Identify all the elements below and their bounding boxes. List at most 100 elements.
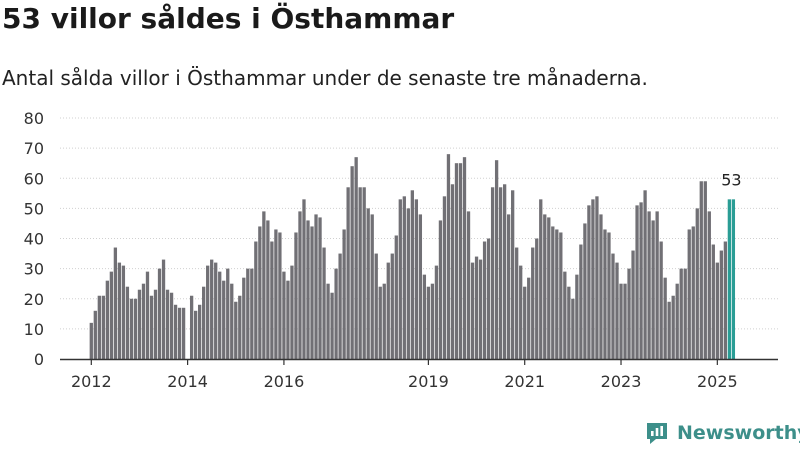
- bar: [563, 271, 567, 359]
- bar: [334, 268, 338, 359]
- bar: [619, 283, 623, 359]
- bar: [278, 232, 282, 359]
- bar: [238, 295, 242, 359]
- bar: [727, 199, 732, 359]
- bar: [117, 262, 122, 359]
- bar: [551, 226, 555, 359]
- bar: [346, 187, 350, 359]
- y-tick-label: 70: [24, 139, 44, 158]
- bar: [723, 241, 728, 359]
- y-tick-label: 60: [24, 169, 44, 188]
- bar: [715, 262, 719, 359]
- data-label: 53: [721, 170, 741, 189]
- bar: [145, 271, 150, 359]
- bar: [153, 289, 158, 359]
- bar: [386, 262, 390, 359]
- y-tick-label: 0: [34, 350, 44, 369]
- bar: [707, 211, 711, 359]
- bar: [181, 307, 186, 359]
- bar: [470, 262, 475, 359]
- page-title: 53 villor såldes i Östhammar: [2, 2, 455, 35]
- bar: [113, 247, 118, 359]
- bar: [105, 280, 110, 359]
- bar: [515, 247, 519, 359]
- bar: [631, 250, 635, 359]
- bar: [490, 187, 495, 359]
- bar: [302, 199, 306, 359]
- bar: [318, 217, 322, 359]
- bar: [206, 265, 210, 359]
- bar: [454, 163, 459, 359]
- bar: [607, 232, 611, 359]
- bar: [531, 247, 535, 359]
- bar: [555, 229, 559, 359]
- newsworthy-logo-icon: [647, 423, 667, 444]
- bar: [547, 217, 551, 359]
- bar: [478, 259, 483, 359]
- brand: Newsworthy: [644, 420, 800, 446]
- bar: [133, 298, 138, 359]
- x-tick-label: 2023: [601, 372, 642, 391]
- bar: [603, 229, 607, 359]
- bar: [414, 199, 419, 359]
- bar: [667, 301, 671, 359]
- bar: [410, 190, 414, 359]
- bar: [466, 211, 471, 359]
- brand-name: Newsworthy: [677, 422, 800, 444]
- bar: [390, 253, 394, 359]
- bar: [691, 226, 695, 359]
- bar: [458, 163, 463, 359]
- bar: [623, 283, 627, 359]
- bar: [462, 157, 467, 359]
- bar: [177, 307, 182, 359]
- bar: [418, 214, 423, 359]
- bar: [486, 238, 491, 359]
- bar: [266, 220, 270, 359]
- bar: [426, 286, 431, 359]
- bar: [210, 259, 214, 359]
- bar: [141, 283, 146, 359]
- bar: [394, 235, 398, 359]
- bar: [627, 268, 631, 359]
- bar: [699, 181, 703, 359]
- bar: [310, 226, 314, 359]
- bar: [193, 310, 198, 359]
- bar: [378, 286, 382, 359]
- bar: [274, 229, 278, 359]
- bar: [173, 304, 178, 359]
- bar: [406, 208, 410, 359]
- bar: [358, 187, 362, 359]
- y-tick-label: 40: [24, 230, 44, 249]
- bar: [286, 280, 290, 359]
- y-tick-label: 50: [24, 199, 44, 218]
- bar: [165, 289, 170, 359]
- bar: [655, 211, 659, 359]
- bar: [198, 304, 202, 359]
- bar: [731, 199, 736, 359]
- bar: [523, 286, 527, 359]
- bar: [675, 283, 679, 359]
- bar: [498, 187, 503, 359]
- y-tick-label: 10: [24, 320, 44, 339]
- bar: [502, 184, 507, 359]
- bar: [511, 190, 515, 359]
- bar: [446, 154, 451, 359]
- bar: [434, 265, 439, 359]
- bar: [230, 283, 234, 359]
- bar: [599, 214, 603, 359]
- x-tick-label: 2021: [504, 372, 545, 391]
- x-tick-label: 2014: [167, 372, 208, 391]
- bar: [254, 241, 258, 359]
- x-tick-label: 2012: [71, 372, 112, 391]
- bar: [450, 184, 455, 359]
- bar: [354, 157, 358, 359]
- bar: [382, 283, 386, 359]
- bar: [643, 190, 647, 359]
- bar: [647, 211, 651, 359]
- bar: [595, 196, 599, 359]
- x-tick-label: 2019: [408, 372, 449, 391]
- bar: [157, 268, 162, 359]
- bar: [683, 268, 687, 359]
- bar: [93, 310, 97, 359]
- bar: [374, 253, 378, 359]
